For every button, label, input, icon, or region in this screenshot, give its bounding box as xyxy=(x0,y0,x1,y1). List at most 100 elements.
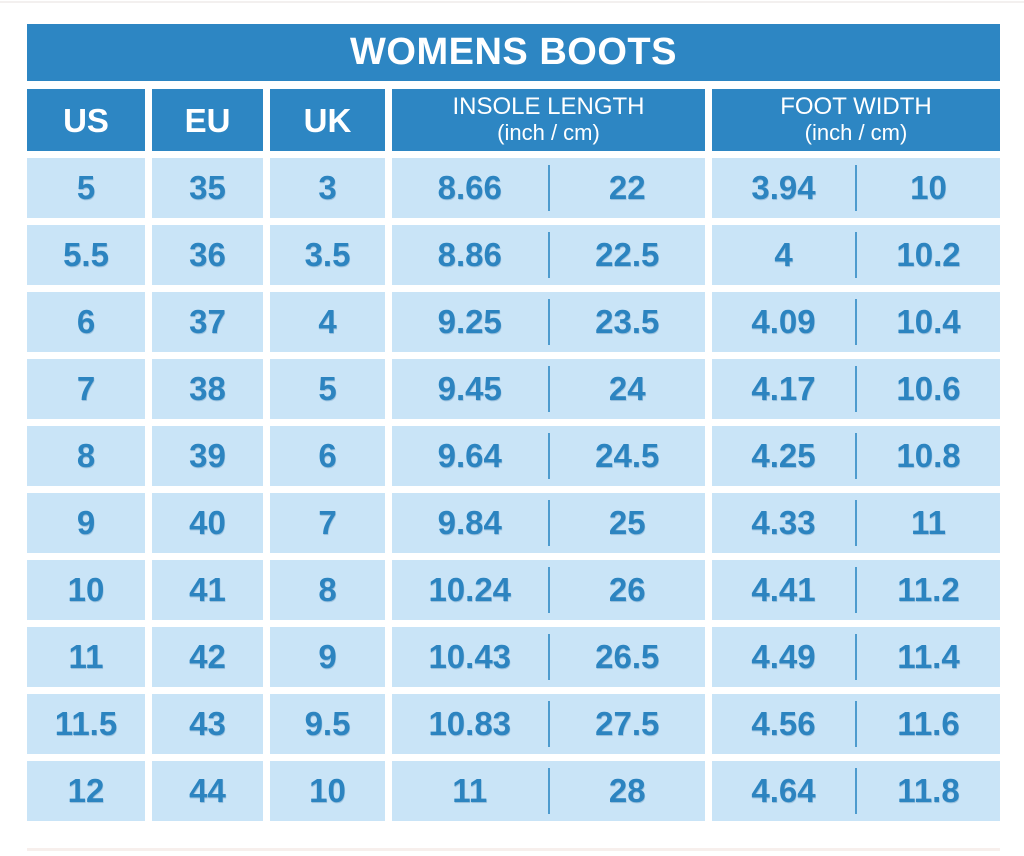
cell-divider-line xyxy=(547,500,550,546)
cell-divider-line xyxy=(547,433,550,479)
cell-divider-line xyxy=(547,768,550,814)
cell-divider-line xyxy=(547,701,550,747)
us-size-cell: 7 xyxy=(27,359,145,419)
cell-divider-line xyxy=(855,366,857,412)
cell-divider-line xyxy=(855,433,857,479)
uk-size-cell: 8 xyxy=(270,560,385,620)
foot-width-inch-value: 4.56 xyxy=(751,705,816,742)
insole-length-inch-value: 8.66 xyxy=(437,169,502,206)
foot-width-cm-value: 11.6 xyxy=(897,705,960,742)
cell-divider-line xyxy=(855,165,857,211)
column-header-insole-length-units: (inch / cm) xyxy=(497,120,600,146)
column-header-insole-length-label: INSOLE LENGTH xyxy=(452,93,645,121)
column-header-uk-label: UK xyxy=(303,101,352,139)
insole-length-cell: 10.83 27.5 xyxy=(392,694,705,754)
insole-length-cm-value: 24.5 xyxy=(595,437,660,474)
foot-width-cell: 3.94 10 xyxy=(712,158,1000,218)
insole-length-inch-value: 10.24 xyxy=(428,571,512,608)
foot-width-cell: 4.25 10.8 xyxy=(712,426,1000,486)
eu-size-cell: 36 xyxy=(152,225,263,285)
eu-size-cell: 39 xyxy=(152,426,263,486)
eu-size-cell: 42 xyxy=(152,627,263,687)
foot-width-cm-value: 10.4 xyxy=(896,303,961,340)
eu-size-cell: 43 xyxy=(152,694,263,754)
table-body: 5 35 3 8.66 22 3.94 10 5.5 36 3.5 8.86 2… xyxy=(27,158,1000,821)
foot-width-cm-value: 11 xyxy=(911,504,946,541)
top-crop-line xyxy=(0,1,1024,3)
us-size-cell: 11.5 xyxy=(27,694,145,754)
insole-length-cell: 9.25 23.5 xyxy=(392,292,705,352)
cell-divider-line xyxy=(855,500,857,546)
cell-divider-line xyxy=(855,567,857,613)
foot-width-cm-value: 10.6 xyxy=(896,370,961,407)
womens-boots-size-chart: WOMENS BOOTS US EU UK INSOLE LENGTH (inc… xyxy=(27,24,1000,821)
us-size-cell: 6 xyxy=(27,292,145,352)
column-header-insole-length: INSOLE LENGTH (inch / cm) xyxy=(392,89,705,151)
eu-size-cell: 41 xyxy=(152,560,263,620)
chart-title: WOMENS BOOTS xyxy=(350,31,677,73)
insole-length-cm-value: 24 xyxy=(608,370,646,407)
uk-size-cell: 7 xyxy=(270,493,385,553)
insole-length-inch-value: 8.86 xyxy=(437,236,502,273)
us-size-cell: 9 xyxy=(27,493,145,553)
chart-title-bar: WOMENS BOOTS xyxy=(27,24,1000,81)
cell-divider-line xyxy=(855,634,857,680)
column-header-foot-width-label: FOOT WIDTH xyxy=(780,93,932,121)
column-header-foot-width: FOOT WIDTH (inch / cm) xyxy=(712,89,1000,151)
insole-length-inch-value: 10.83 xyxy=(428,705,512,742)
foot-width-cell: 4.09 10.4 xyxy=(712,292,1000,352)
foot-width-cell: 4 10.2 xyxy=(712,225,1000,285)
insole-length-inch-value: 9.84 xyxy=(437,504,502,541)
cell-divider-line xyxy=(855,299,857,345)
foot-width-inch-value: 4.33 xyxy=(751,504,816,541)
eu-size-cell: 40 xyxy=(152,493,263,553)
insole-length-inch-value: 9.25 xyxy=(437,303,502,340)
insole-length-cell: 9.84 25 xyxy=(392,493,705,553)
foot-width-inch-value: 4 xyxy=(774,236,793,273)
foot-width-cell: 4.56 11.6 xyxy=(712,694,1000,754)
column-header-us: US xyxy=(27,89,145,151)
uk-size-cell: 3 xyxy=(270,158,385,218)
cell-divider-line xyxy=(855,768,857,814)
foot-width-cell: 4.64 11.8 xyxy=(712,761,1000,821)
insole-length-inch-value: 9.45 xyxy=(437,370,502,407)
us-size-cell: 10 xyxy=(27,560,145,620)
foot-width-cell: 4.41 11.2 xyxy=(712,560,1000,620)
eu-size-cell: 35 xyxy=(152,158,263,218)
insole-length-cm-value: 26.5 xyxy=(595,638,660,675)
cell-divider-line xyxy=(547,299,550,345)
us-size-cell: 5 xyxy=(27,158,145,218)
foot-width-inch-value: 4.25 xyxy=(751,437,816,474)
foot-width-inch-value: 4.09 xyxy=(751,303,816,340)
uk-size-cell: 4 xyxy=(270,292,385,352)
column-header-us-label: US xyxy=(63,101,109,139)
column-header-foot-width-units: (inch / cm) xyxy=(804,120,908,146)
insole-length-cm-value: 22.5 xyxy=(595,236,660,273)
insole-length-cell: 10.43 26.5 xyxy=(392,627,705,687)
foot-width-cell: 4.33 11 xyxy=(712,493,1000,553)
foot-width-inch-value: 4.64 xyxy=(751,772,816,809)
foot-width-cm-value: 11.2 xyxy=(897,571,960,608)
eu-size-cell: 37 xyxy=(152,292,263,352)
uk-size-cell: 9.5 xyxy=(270,694,385,754)
insole-length-cm-value: 25 xyxy=(608,504,646,541)
us-size-cell: 12 xyxy=(27,761,145,821)
insole-length-cell: 8.86 22.5 xyxy=(392,225,705,285)
eu-size-cell: 38 xyxy=(152,359,263,419)
insole-length-cm-value: 28 xyxy=(608,772,646,809)
cell-divider-line xyxy=(855,701,857,747)
uk-size-cell: 3.5 xyxy=(270,225,385,285)
us-size-cell: 5.5 xyxy=(27,225,145,285)
insole-length-cell: 9.45 24 xyxy=(392,359,705,419)
foot-width-inch-value: 4.41 xyxy=(751,571,816,608)
insole-length-cell: 10.24 26 xyxy=(392,560,705,620)
us-size-cell: 8 xyxy=(27,426,145,486)
cell-divider-line xyxy=(547,567,550,613)
foot-width-cm-value: 10 xyxy=(910,169,947,206)
cell-divider-line xyxy=(547,634,550,680)
column-header-eu: EU xyxy=(152,89,263,151)
foot-width-cm-value: 11.8 xyxy=(897,772,960,809)
column-header-uk: UK xyxy=(270,89,385,151)
foot-width-cell: 4.49 11.4 xyxy=(712,627,1000,687)
